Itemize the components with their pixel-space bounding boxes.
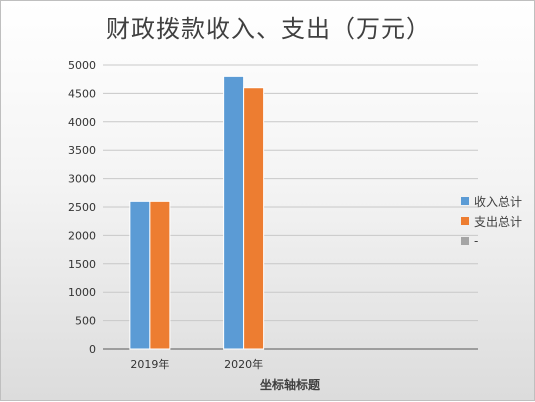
legend-swatch-income [461,197,469,205]
legend-swatch-dash [461,237,469,245]
legend-item-expense: 支出总计 [461,211,522,231]
y-tick-label: 3000 [68,173,96,186]
y-tick-label: 500 [75,315,96,328]
y-tick-label: 5000 [68,59,96,72]
y-tick-label: 0 [89,343,96,356]
legend-item-income: 收入总计 [461,191,522,211]
bar-income-0 [129,200,151,350]
x-axis-title: 坐标轴标题 [260,377,321,392]
legend-label-expense: 支出总计 [474,214,523,229]
bar-income-1 [223,75,245,350]
legend-label-income: 收入总计 [474,194,523,209]
y-tick-label: 1500 [68,258,96,271]
y-tick-label: 3500 [68,144,96,157]
bar-expense-1 [243,87,265,350]
x-tick-label: 2019年 [130,357,169,371]
y-tick-label: 4500 [68,87,96,100]
legend-swatch-expense [461,217,469,225]
y-tick-label: 2500 [68,201,96,214]
legend-label-dash: - [474,234,479,248]
x-tick-label: 2020年 [224,357,263,371]
legend: 收入总计 支出总计 - [461,191,522,251]
chart-title: 财政拨款收入、支出（万元） [106,15,431,43]
bar-expense-0 [149,200,171,350]
legend-item-dash: - [461,231,522,251]
y-tick-label: 2000 [68,229,96,242]
y-tick-label: 4000 [68,116,96,129]
y-tick-label: 1000 [68,286,96,299]
